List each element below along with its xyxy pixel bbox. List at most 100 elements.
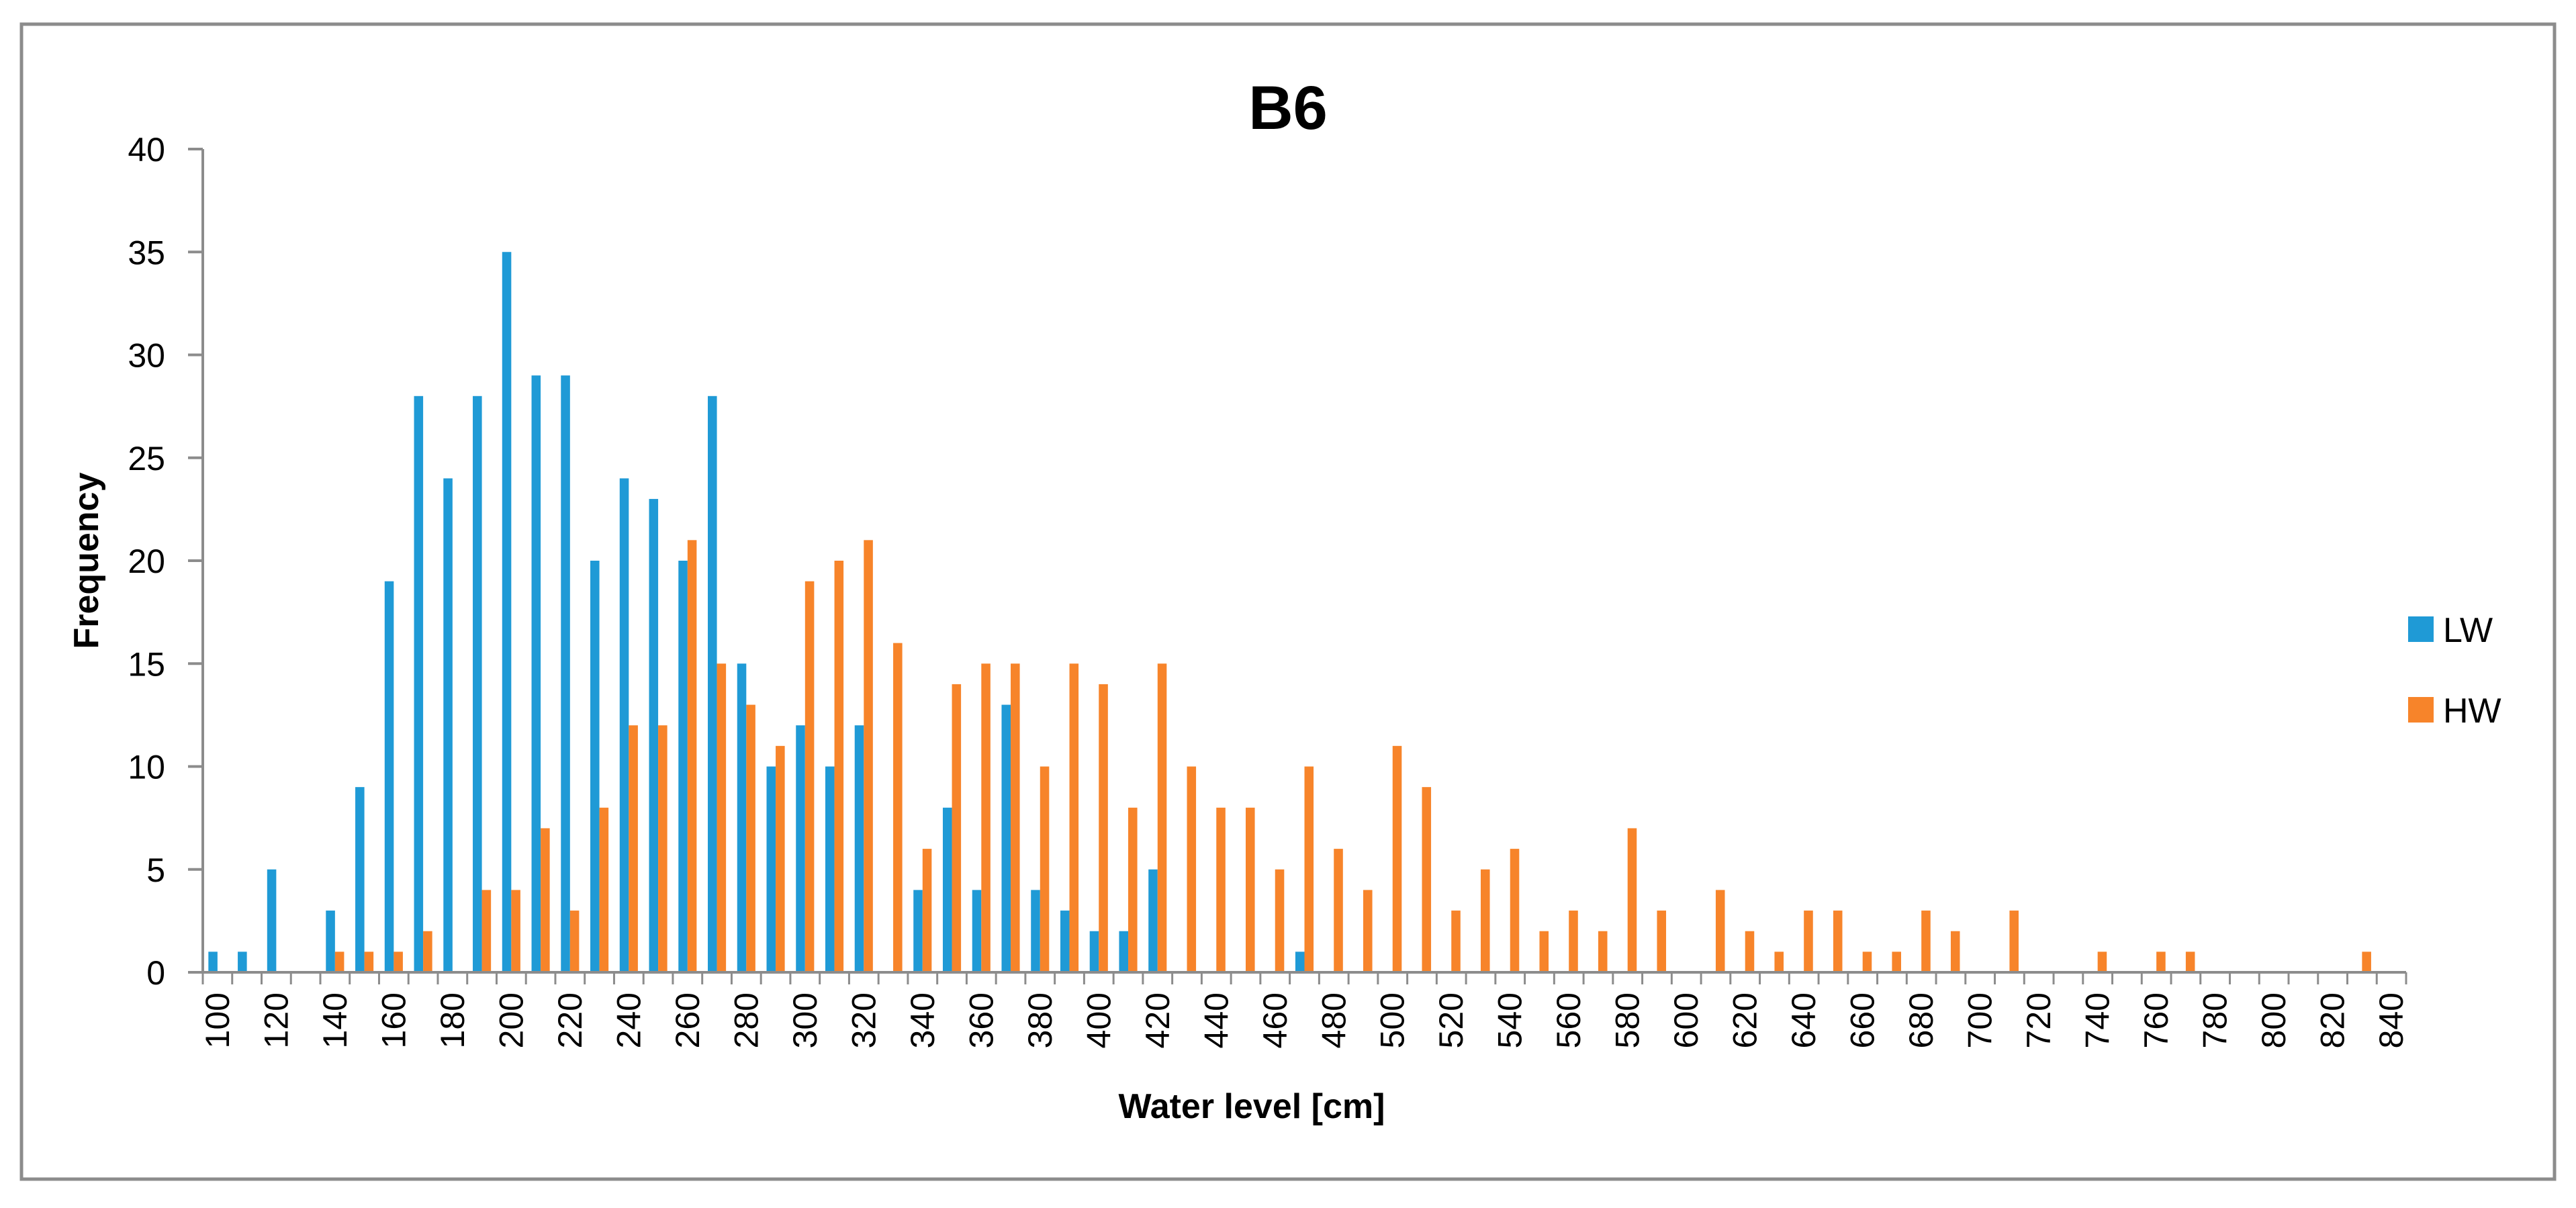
bar-HW-710 — [2009, 911, 2019, 972]
bar-HW-460 — [1275, 869, 1285, 972]
bar-HW-690 — [1950, 931, 1960, 972]
legend-item-HW: HW — [2408, 692, 2501, 731]
bar-HW-230 — [599, 807, 609, 972]
bar-HW-360 — [981, 663, 991, 972]
y-axis-label: Frequency — [67, 472, 106, 649]
y-tick-label-35: 35 — [128, 234, 165, 271]
bar-HW-670 — [1892, 951, 1901, 972]
bar-HW-260 — [687, 540, 697, 972]
bar-HW-170 — [423, 931, 432, 972]
bar-LW-140 — [326, 911, 335, 972]
bar-HW-470 — [1304, 766, 1314, 972]
x-tick-label-620: 620 — [1727, 992, 1764, 1048]
bar-HW-630 — [1774, 951, 1784, 972]
x-tick-label-840: 840 — [2373, 992, 2410, 1048]
x-tick-label-240: 240 — [610, 992, 647, 1048]
x-tick-label-760: 760 — [2137, 992, 2175, 1048]
x-tick-label-300: 300 — [786, 992, 824, 1048]
x-tick-label-520: 520 — [1432, 992, 1470, 1048]
bar-HW-140 — [334, 951, 344, 972]
y-tick-label-10: 10 — [128, 749, 165, 786]
x-tick-label-320: 320 — [845, 992, 882, 1048]
x-tick-label-400: 400 — [1080, 992, 1117, 1048]
bar-LW-350 — [942, 807, 952, 972]
bar-LW-300 — [796, 725, 805, 972]
bar-LW-190 — [473, 396, 482, 972]
x-tick-label-500: 500 — [1374, 992, 1412, 1048]
bar-LW-110 — [238, 951, 247, 972]
bar-HW-760 — [2156, 951, 2166, 972]
series-HW — [334, 540, 2371, 972]
bar-LW-210 — [531, 375, 541, 972]
bar-HW-540 — [1510, 849, 1520, 972]
x-tick-label-820: 820 — [2314, 992, 2352, 1048]
series-LW — [208, 252, 1305, 972]
bar-HW-240 — [629, 725, 638, 972]
legend-swatch-LW — [2408, 616, 2434, 642]
bar-LW-380 — [1031, 890, 1040, 972]
bar-HW-290 — [776, 745, 785, 972]
bar-LW-200 — [502, 252, 512, 972]
y-tick-label-15: 15 — [128, 645, 165, 683]
bar-HW-250 — [658, 725, 668, 972]
bar-LW-400 — [1089, 931, 1099, 972]
bar-LW-220 — [561, 375, 570, 972]
bar-HW-380 — [1040, 766, 1050, 972]
x-tick-label-700: 700 — [1962, 992, 1999, 1048]
bar-LW-170 — [414, 396, 424, 972]
x-tick-label-540: 540 — [1491, 992, 1529, 1048]
bar-HW-830 — [2362, 951, 2371, 972]
bar-HW-330 — [893, 643, 903, 972]
bar-HW-450 — [1246, 807, 1255, 972]
bar-HW-210 — [541, 828, 550, 972]
chart-title: B6 — [1248, 74, 1328, 142]
legend-swatch-HW — [2408, 697, 2434, 723]
legend: LW HW — [2408, 611, 2501, 731]
x-tick-label-680: 680 — [1902, 992, 1940, 1048]
bar-HW-410 — [1128, 807, 1138, 972]
legend-label-HW: HW — [2443, 692, 2501, 731]
x-tick-label-660: 660 — [1844, 992, 1882, 1048]
bar-HW-480 — [1334, 849, 1343, 972]
bar-HW-320 — [864, 540, 873, 972]
bar-HW-370 — [1011, 663, 1020, 972]
x-tick-label-280: 280 — [727, 992, 765, 1048]
bar-HW-270 — [717, 663, 727, 972]
x-tick-label-260: 260 — [669, 992, 706, 1048]
bar-LW-160 — [384, 581, 394, 972]
y-tick-label-0: 0 — [146, 954, 165, 992]
x-tick-label-360: 360 — [962, 992, 1000, 1048]
bar-HW-560 — [1569, 911, 1578, 972]
bar-HW-660 — [1862, 951, 1872, 972]
bar-HW-160 — [394, 951, 403, 972]
bar-HW-680 — [1921, 911, 1931, 972]
bar-LW-180 — [443, 478, 453, 972]
bar-LW-280 — [737, 663, 747, 972]
bar-HW-390 — [1069, 663, 1079, 972]
x-tick-label-340: 340 — [904, 992, 941, 1048]
axes-group: 0 5 10 15 20 25 30 35 40 100 120 140 160 180 200 220 240… — [128, 131, 2410, 1048]
bar-HW-590 — [1657, 911, 1667, 972]
bar-LW-270 — [708, 396, 717, 972]
bar-LW-370 — [1001, 704, 1011, 972]
x-tick-label-740: 740 — [2079, 992, 2117, 1048]
bar-HW-490 — [1363, 890, 1373, 972]
x-tick-label-720: 720 — [2020, 992, 2058, 1048]
bar-LW-240 — [619, 478, 629, 972]
x-tick-label-600: 600 — [1667, 992, 1705, 1048]
x-tick-label-780: 780 — [2197, 992, 2234, 1048]
bar-LW-360 — [972, 890, 982, 972]
bar-HW-340 — [922, 849, 932, 972]
bar-LW-100 — [208, 951, 218, 972]
bar-HW-520 — [1451, 911, 1461, 972]
bar-HW-220 — [569, 911, 580, 972]
y-tick-label-5: 5 — [146, 851, 165, 889]
bar-HW-200 — [511, 890, 520, 972]
bar-LW-470 — [1295, 951, 1305, 972]
x-tick-label-120: 120 — [257, 992, 295, 1048]
bar-HW-350 — [952, 684, 962, 972]
y-tick-label-25: 25 — [128, 440, 165, 477]
x-tick-label-220: 220 — [551, 992, 589, 1048]
bar-HW-610 — [1715, 890, 1725, 972]
